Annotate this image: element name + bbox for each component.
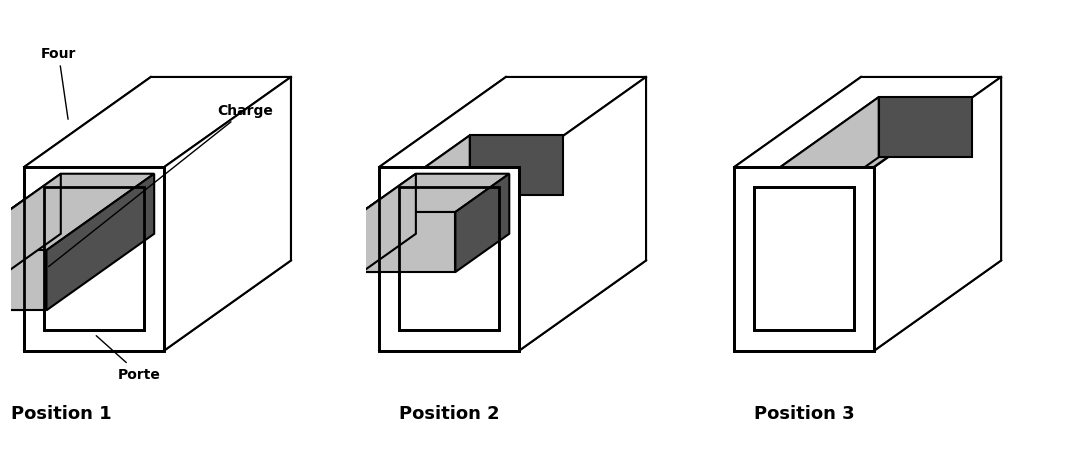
Polygon shape [60, 175, 154, 234]
Polygon shape [470, 136, 563, 196]
Polygon shape [362, 136, 563, 213]
Polygon shape [44, 188, 144, 331]
Text: Position 3: Position 3 [754, 404, 855, 422]
Polygon shape [0, 175, 60, 311]
Polygon shape [520, 78, 646, 351]
Polygon shape [24, 78, 291, 168]
Polygon shape [362, 213, 455, 272]
Text: Four: Four [41, 47, 76, 120]
Text: Position 2: Position 2 [399, 404, 500, 422]
Polygon shape [362, 175, 415, 272]
Polygon shape [24, 168, 165, 351]
Text: Position 1: Position 1 [11, 404, 112, 422]
Polygon shape [362, 136, 470, 272]
Polygon shape [379, 168, 520, 351]
Polygon shape [455, 175, 509, 272]
Polygon shape [770, 98, 879, 234]
Polygon shape [0, 175, 154, 251]
Polygon shape [362, 175, 509, 213]
Polygon shape [399, 188, 499, 331]
Polygon shape [734, 78, 1001, 168]
Polygon shape [46, 175, 154, 311]
Polygon shape [754, 188, 854, 331]
Polygon shape [165, 78, 291, 351]
Polygon shape [379, 78, 646, 168]
Polygon shape [879, 98, 972, 158]
Text: Charge: Charge [48, 104, 273, 267]
Polygon shape [0, 251, 46, 311]
Polygon shape [0, 251, 46, 311]
Text: Porte: Porte [96, 336, 160, 382]
Polygon shape [362, 213, 455, 272]
Polygon shape [0, 175, 60, 311]
Polygon shape [770, 98, 972, 175]
Polygon shape [0, 175, 154, 251]
Polygon shape [734, 168, 875, 351]
Polygon shape [875, 78, 1001, 351]
